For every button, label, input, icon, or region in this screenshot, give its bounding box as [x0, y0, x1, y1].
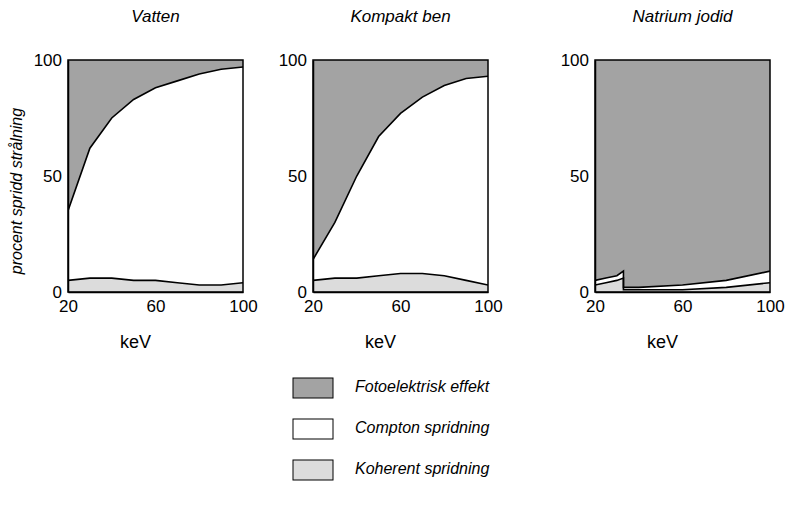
x-tick: 100 [474, 292, 502, 316]
x-tick-label: 100 [474, 297, 502, 316]
legend-label: Compton spridning [355, 419, 489, 436]
x-axis: 20 60 100 [59, 292, 258, 316]
boundary-line [595, 278, 770, 290]
legend-label: Koherent spridning [355, 460, 489, 477]
x-tick: 20 [59, 292, 78, 316]
boundary-line [68, 278, 243, 285]
figure: 0501002060100VattenkeVprocent spridd str… [0, 0, 800, 505]
x-tick-label: 60 [147, 297, 166, 316]
panel: 0501002060100Natrium jodidkeV [561, 7, 785, 352]
y-tick: 50 [43, 167, 68, 186]
x-axis-title: keV [647, 332, 678, 352]
x-tick: 100 [229, 292, 257, 316]
area [313, 60, 488, 260]
legend: Fotoelektrisk effekt Compton spridning Koh… [293, 378, 490, 480]
legend-swatch [293, 419, 333, 439]
plot-area [595, 60, 770, 292]
y-tick: 100 [279, 51, 313, 70]
y-tick-label: 100 [34, 51, 62, 70]
y-axis-title: procent spridd strålning [8, 108, 25, 275]
x-tick: 100 [756, 292, 784, 316]
panel: 0501002060100VattenkeVprocent spridd str… [8, 7, 258, 352]
legend-swatch [293, 460, 333, 480]
y-tick-label: 50 [288, 167, 307, 186]
y-tick-label: 50 [43, 167, 62, 186]
x-tick: 60 [392, 292, 411, 316]
x-tick: 20 [586, 292, 605, 316]
x-tick-label: 100 [756, 297, 784, 316]
y-tick: 100 [34, 51, 68, 70]
chart-title: Natrium jodid [632, 7, 733, 26]
x-tick-label: 100 [229, 297, 257, 316]
chart-title: Vatten [131, 7, 180, 26]
y-tick: 50 [288, 167, 313, 186]
plot-frame [595, 60, 770, 292]
y-axis: 050100 [34, 51, 69, 302]
x-axis-line [314, 292, 489, 294]
x-tick-label: 20 [59, 297, 78, 316]
boundary-line [313, 76, 488, 259]
legend-swatch [293, 378, 333, 398]
boundary-line [313, 273, 488, 285]
plot-area [68, 60, 243, 292]
x-tick: 60 [147, 292, 166, 316]
x-tick-label: 20 [586, 297, 605, 316]
x-axis: 20 60 100 [304, 292, 503, 316]
x-axis-title: keV [365, 332, 396, 352]
area [68, 60, 243, 211]
y-tick-label: 50 [570, 167, 589, 186]
x-tick: 60 [674, 292, 693, 316]
plot-area [313, 60, 488, 292]
x-tick-label: 20 [304, 297, 323, 316]
y-tick: 100 [561, 51, 595, 70]
y-tick-label: 100 [561, 51, 589, 70]
panel: 0501002060100Kompakt benkeV [279, 7, 503, 352]
x-axis-line [596, 292, 771, 294]
chart-title: Kompakt ben [350, 7, 450, 26]
y-axis: 050100 [279, 51, 314, 302]
plot-frame [313, 60, 488, 292]
legend-label: Fotoelektrisk effekt [355, 378, 490, 395]
area [595, 60, 770, 287]
boundary-line [595, 271, 770, 287]
x-axis-title: keV [120, 332, 151, 352]
plot-frame [68, 60, 243, 292]
y-axis-line [595, 61, 597, 293]
y-axis-line [313, 61, 315, 293]
y-tick: 50 [570, 167, 595, 186]
x-tick: 20 [304, 292, 323, 316]
y-axis: 050100 [561, 51, 596, 302]
x-axis-line [69, 292, 244, 294]
y-tick-label: 100 [279, 51, 307, 70]
x-tick-label: 60 [674, 297, 693, 316]
x-axis: 20 60 100 [586, 292, 785, 316]
x-tick-label: 60 [392, 297, 411, 316]
boundary-line [68, 67, 243, 211]
y-axis-line [68, 61, 70, 293]
